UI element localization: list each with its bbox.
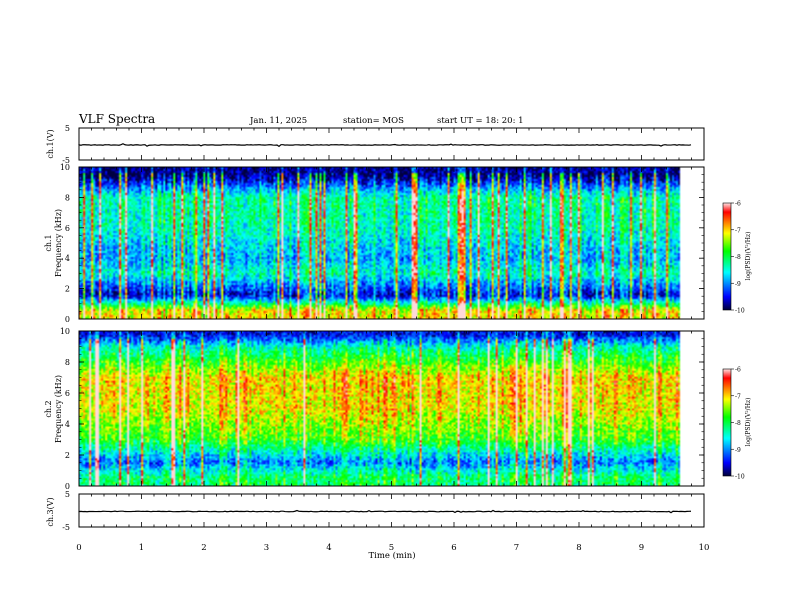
x-tick-label: 7 [514, 543, 519, 553]
ch1-spectrogram-panel: ch.1Frequency (kHz) 0 2 4 6 8 10 [44, 163, 705, 324]
start-time-label: start UT = 18: 20: 1 [437, 116, 524, 126]
ch2-colorbar-gradient [723, 369, 731, 476]
x-tick-label: 0 [76, 543, 81, 553]
x-tick-label: 9 [639, 543, 644, 553]
colorbar-tick-label: -10 [735, 308, 745, 315]
y-tick-label: -5 [62, 523, 70, 532]
date-label: Jan. 11, 2025 [249, 116, 307, 126]
y-axis-label-line: Frequency (kHz) [54, 375, 63, 443]
y-axis-label-line: ch.1 [44, 234, 53, 251]
y-tick-label: 8 [65, 193, 70, 202]
ch2-spectrogram-image [79, 331, 692, 486]
colorbar-tick-label: -7 [735, 227, 741, 234]
y-axis-label-line: ch.1(V) [46, 129, 55, 158]
y-tick-label: 10 [60, 163, 70, 172]
y-tick-label: 6 [65, 389, 70, 398]
waveform-trace [78, 509, 692, 514]
y-tick-label: 2 [65, 451, 70, 460]
x-tick-label: 3 [264, 543, 269, 553]
colorbar-tick-label: -7 [735, 393, 741, 400]
y-tick-label: 6 [65, 224, 70, 233]
ch1-colorbar-gradient [723, 203, 731, 310]
x-tick-label: 1 [139, 543, 144, 553]
colorbar-tick-label: -6 [735, 201, 741, 208]
colorbar-tick-label: -8 [735, 254, 741, 261]
x-tick-label: 10 [699, 543, 710, 553]
waveform-trace [78, 143, 692, 148]
y-axis-label-line: ch.2 [44, 400, 53, 417]
y-tick-label: 0 [65, 482, 70, 491]
x-tick-label: 6 [451, 543, 456, 553]
y-tick-label: 5 [65, 124, 70, 133]
x-tick-label: 4 [326, 543, 331, 553]
y-tick-label: 2 [65, 285, 70, 294]
y-tick-label: 10 [60, 327, 70, 336]
colorbar-label: log(PSD)(V²/Hz) [745, 232, 752, 281]
ch1-waveform-panel: ch.1(V) 5 -5 [46, 124, 705, 165]
station-label: station= MOS [343, 116, 404, 126]
y-tick-label: 0 [65, 315, 70, 324]
y-tick-label: -5 [62, 156, 70, 165]
y-tick-label: 5 [65, 490, 70, 499]
colorbar-tick-label: -10 [735, 474, 745, 481]
y-axis-label: ch.2Frequency (kHz) [44, 375, 63, 443]
ch3-waveform-panel: ch.3(V) 5 -5 [46, 490, 705, 532]
colorbar-tick-label: -6 [735, 367, 741, 374]
y-tick-label: 8 [65, 358, 70, 367]
y-tick-label: 4 [65, 254, 70, 263]
x-tick-label: 5 [389, 543, 394, 553]
figure-title: VLF Spectra [78, 112, 155, 126]
ch2-colorbar: -6 -7 -8 -9 -10 log(PSD)(V²/Hz) [722, 367, 752, 481]
ch2-spectrogram-panel: ch.2Frequency (kHz) 0 2 4 6 8 10 [44, 327, 705, 491]
y-axis-label: ch.1(V) [46, 129, 55, 158]
y-axis-label-line: ch.3(V) [46, 497, 55, 526]
ch1-colorbar: -6 -7 -8 -9 -10 log(PSD)(V²/Hz) [722, 201, 752, 315]
x-tick-label: 8 [576, 543, 581, 553]
y-tick-label: 4 [65, 420, 70, 429]
x-tick-label: 2 [201, 543, 206, 553]
x-axis-label: Time (min) [368, 550, 415, 561]
colorbar-tick-label: -9 [735, 447, 741, 454]
colorbar-tick-label: -9 [735, 281, 741, 288]
y-axis-label: ch.3(V) [46, 497, 55, 526]
y-axis-label-line: Frequency (kHz) [54, 209, 63, 277]
colorbar-label: log(PSD)(V²/Hz) [745, 398, 752, 447]
ch1-spectrogram-image [79, 167, 692, 319]
y-axis-label: ch.1Frequency (kHz) [44, 209, 63, 277]
colorbar-tick-label: -8 [735, 420, 741, 427]
